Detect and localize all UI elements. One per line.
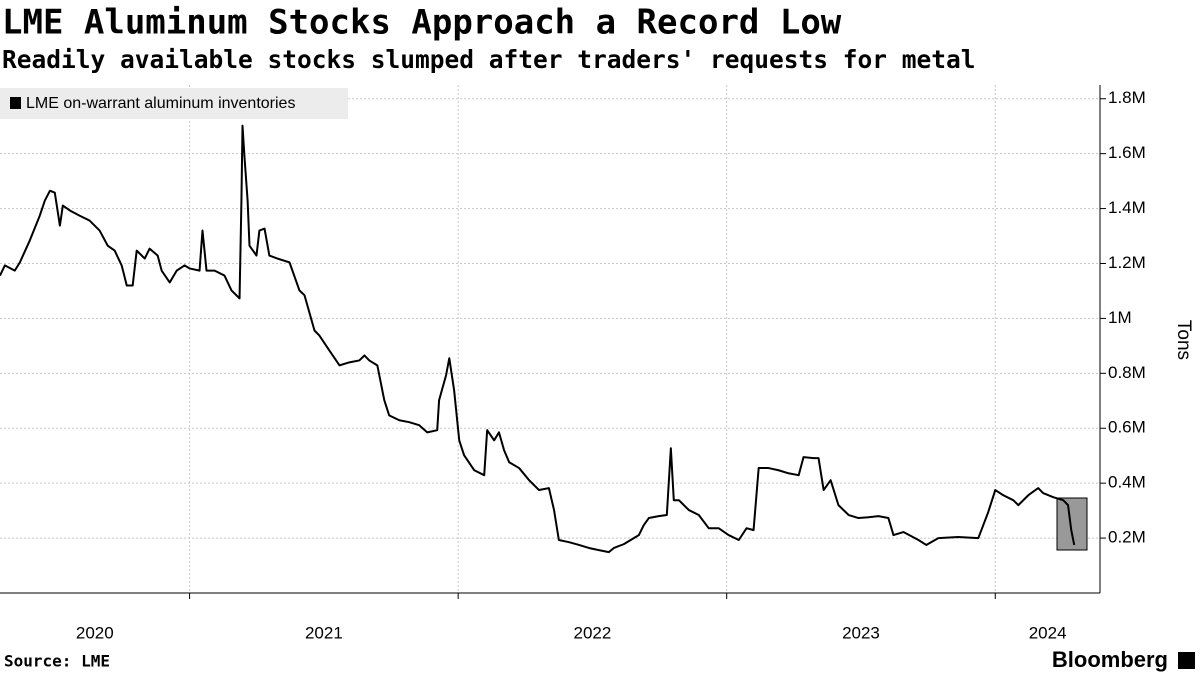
highlight-box — [1056, 497, 1088, 551]
y-tick-label: 0.2M — [1108, 528, 1146, 547]
y-tick-label: 0.4M — [1108, 473, 1146, 492]
y-tick-label: 1.4M — [1108, 198, 1146, 217]
x-tick-label: 2020 — [76, 623, 114, 642]
logo-icon — [1178, 652, 1195, 669]
legend-label: LME on-warrant aluminum inventories — [26, 95, 295, 112]
x-tick-label: 2021 — [305, 623, 343, 642]
x-tick-label: 2024 — [1029, 623, 1067, 642]
x-tick-label: 2022 — [574, 623, 612, 642]
y-tick-label: 0.6M — [1108, 418, 1146, 437]
data-line — [0, 124, 1076, 554]
y-tick-label: 0.8M — [1108, 363, 1146, 382]
chart-title: LME Aluminum Stocks Approach a Record Lo… — [2, 3, 842, 43]
y-tick-label: 1M — [1108, 308, 1132, 327]
legend-box — [0, 88, 348, 119]
legend-swatch — [10, 97, 21, 109]
y-axis-label: Tons — [1173, 320, 1194, 360]
y-tick-label: 1.8M — [1108, 88, 1146, 107]
chart-subtitle: Readily available stocks slumped after t… — [2, 45, 976, 74]
x-tick-label: 2023 — [842, 623, 880, 642]
source: Source: LME — [4, 652, 110, 671]
y-tick-label: 1.2M — [1108, 253, 1146, 272]
y-tick-label: 1.6M — [1108, 143, 1146, 162]
logo: Bloomberg — [1052, 647, 1168, 672]
